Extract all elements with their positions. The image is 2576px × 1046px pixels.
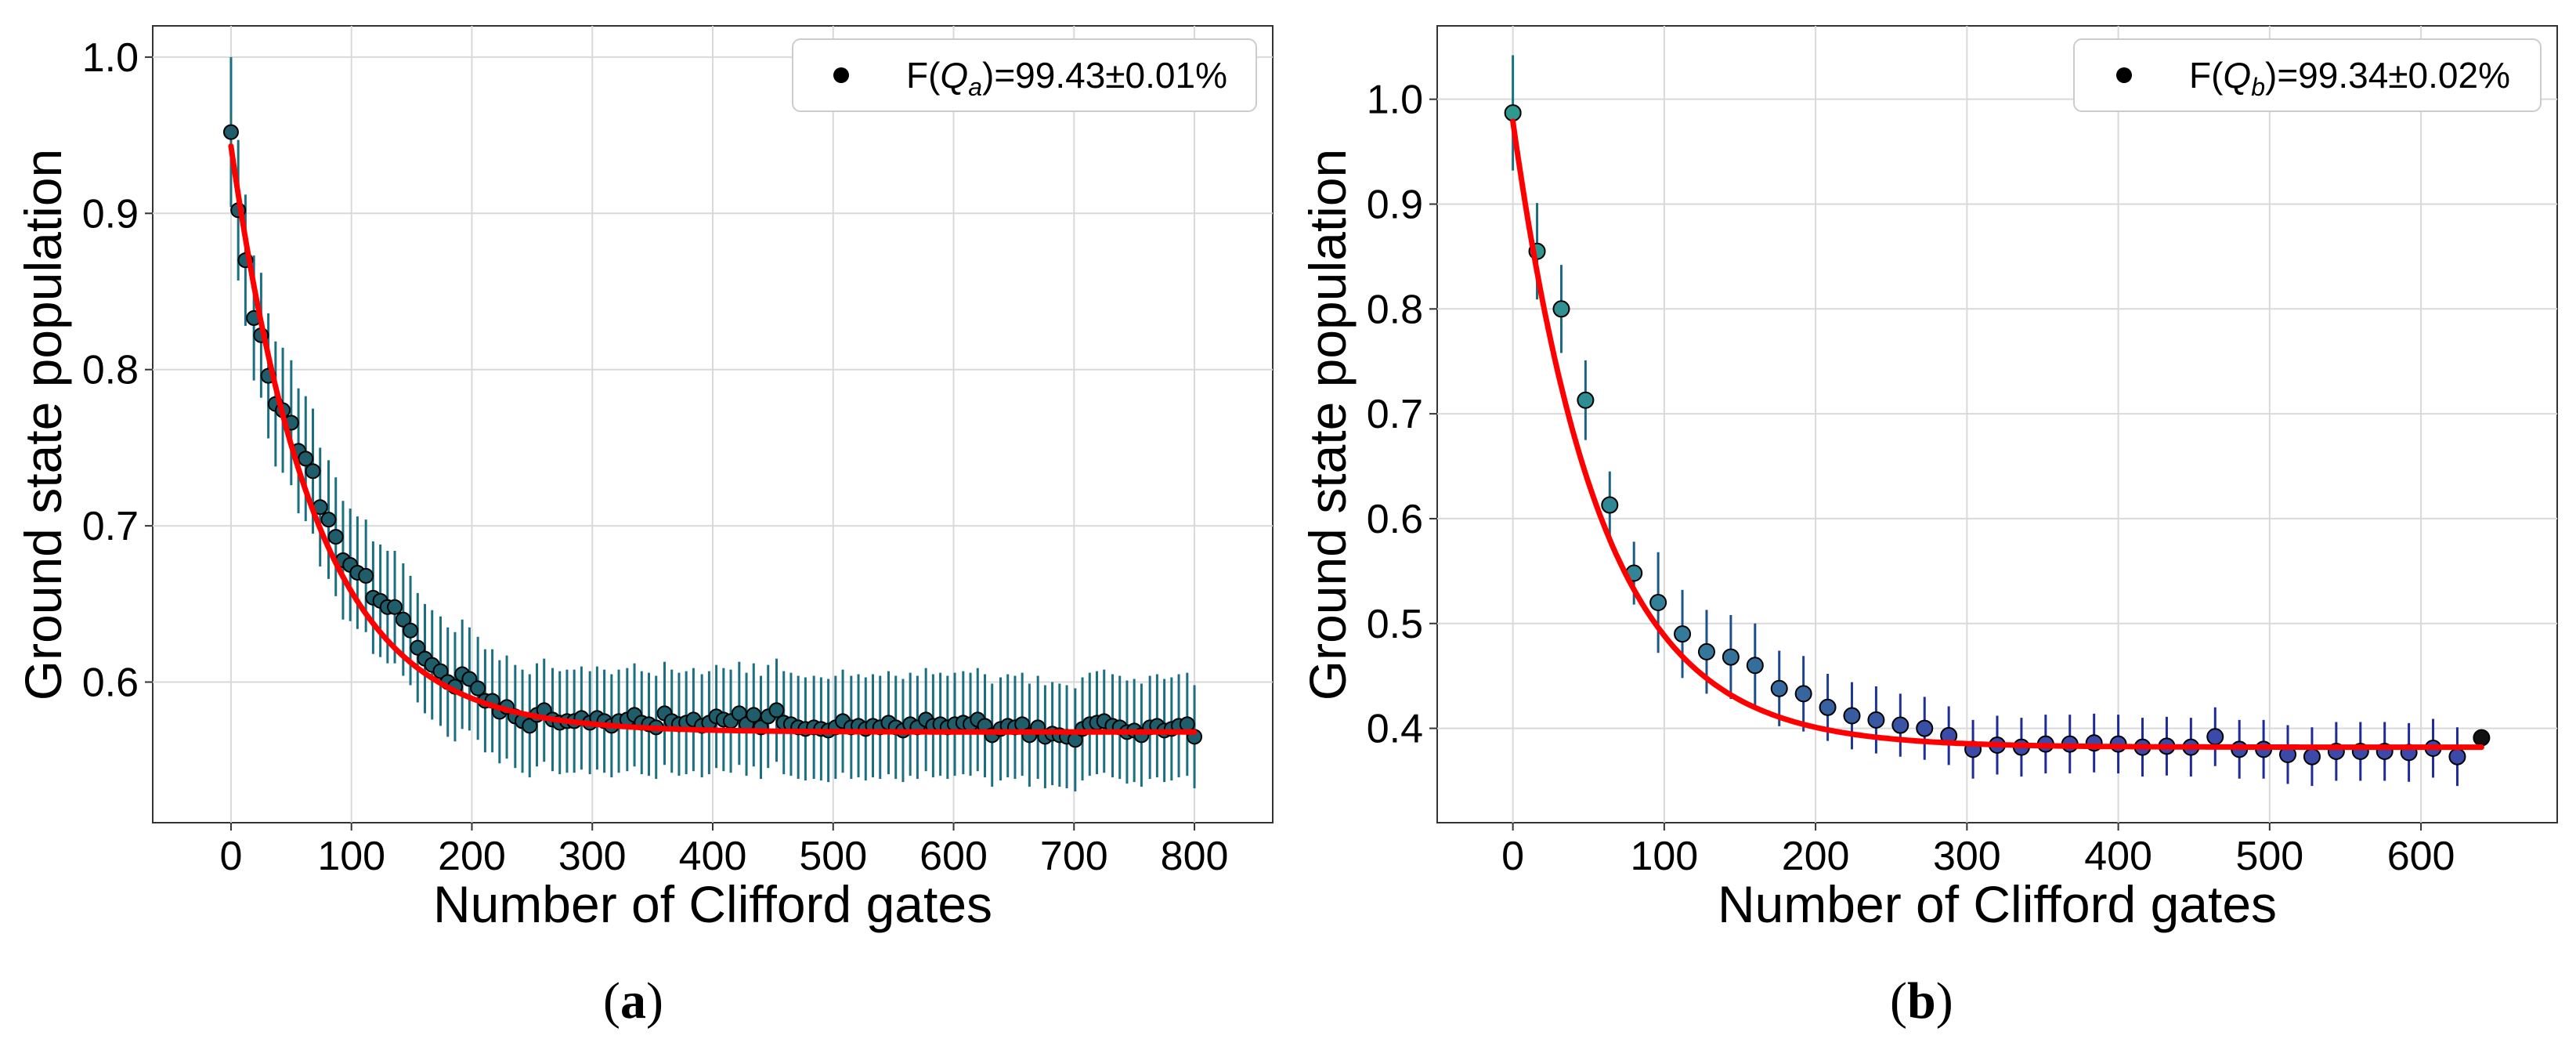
- x-tick-label: 0: [219, 834, 242, 879]
- data-point: [432, 663, 449, 679]
- data-point: [1746, 657, 1764, 675]
- data-point: [1843, 707, 1861, 725]
- data-point: [327, 529, 344, 545]
- legend-box-a: [792, 38, 1257, 112]
- legend-label-b: F(Qb)=99.34±0.02%: [2189, 55, 2510, 101]
- legend-label-a: F(Qa)=99.43±0.01%: [906, 55, 1227, 101]
- caption-a: (a): [603, 972, 663, 1030]
- x-tick-label: 500: [799, 834, 867, 879]
- y-tick-label: 0.6: [82, 661, 139, 706]
- data-point: [410, 639, 426, 656]
- data-point: [305, 463, 321, 480]
- y-ticks-a: 0.6 0.7 0.8 0.9 1.0: [82, 35, 153, 706]
- x-tick-label: 700: [1040, 834, 1108, 879]
- x-tick-label: 500: [2235, 834, 2303, 879]
- data-point: [395, 611, 411, 628]
- data-point: [1867, 711, 1885, 729]
- y-tick-label: 0.8: [82, 348, 139, 393]
- data-point: [403, 622, 419, 639]
- data-point: [470, 680, 486, 697]
- y-axis-label-b: Ground state population: [1299, 149, 1357, 701]
- y-tick-label: 0.4: [1367, 707, 1423, 752]
- data-point: [1601, 496, 1619, 514]
- data-point: [298, 451, 314, 467]
- caption-b-letter: b: [1906, 972, 1936, 1030]
- data-point: [1697, 642, 1715, 661]
- data-point: [1770, 679, 1788, 697]
- data-point: [2206, 728, 2224, 746]
- data-point: [1179, 716, 1195, 733]
- x-tick-label: 300: [1933, 834, 2001, 879]
- y-axis-label-a: Ground state population: [14, 149, 72, 701]
- legend-b: F(Qb)=99.34±0.02%: [2073, 38, 2542, 112]
- data-point: [1674, 625, 1692, 643]
- data-point: [1504, 104, 1522, 122]
- x-tick-label: 400: [679, 834, 747, 879]
- data-point: [1722, 648, 1740, 666]
- x-ticks-a: 0 100 200 300 400 500 600 700 800: [219, 823, 1228, 879]
- y-tick-label: 0.7: [82, 504, 139, 549]
- data-point: [746, 707, 762, 723]
- x-tick-label: 100: [317, 834, 385, 879]
- caption-a-letter: a: [620, 972, 646, 1030]
- y-tick-label: 1.0: [1367, 78, 1423, 123]
- x-tick-label: 600: [919, 834, 988, 879]
- x-tick-label: 0: [1501, 834, 1524, 879]
- y-tick-label: 1.0: [82, 35, 139, 81]
- x-ticks-b: 0 100 200 300 400 500 600: [1501, 823, 2455, 879]
- legend-marker-b: [2116, 67, 2132, 83]
- x-tick-label: 600: [2387, 834, 2455, 879]
- data-point: [1577, 391, 1595, 409]
- x-axis-label-a: Number of Clifford gates: [433, 875, 992, 933]
- data-point: [1916, 719, 1934, 737]
- y-tick-label: 0.9: [1367, 182, 1423, 227]
- fit-line: [1510, 118, 2484, 751]
- x-tick-label: 200: [1782, 834, 1850, 879]
- caption-b: (b): [1890, 972, 1953, 1030]
- y-tick-label: 0.6: [1367, 497, 1423, 542]
- data-point: [320, 512, 337, 528]
- y-tick-label: 0.7: [1367, 392, 1423, 437]
- x-tick-label: 100: [1630, 834, 1698, 879]
- fit-curve-a: [228, 143, 1198, 735]
- y-tick-label: 0.8: [1367, 287, 1423, 332]
- panel-a: 0 100 200 300 400 500 600 700 800 0.6 0.7 0.8 0.9 1.…: [14, 25, 1274, 933]
- legend-a: F(Qa)=99.43±0.01%: [792, 38, 1257, 112]
- data-point: [522, 718, 538, 734]
- plot-area-b: [1436, 25, 2558, 823]
- data-point: [2473, 729, 2491, 747]
- y-ticks-b: 0.4 0.5 0.6 0.7 0.8 0.9 1.0: [1367, 78, 1437, 752]
- data-point: [222, 124, 239, 140]
- data-point: [2448, 747, 2466, 765]
- x-tick-label: 800: [1161, 834, 1229, 879]
- fit-curve-b: [1510, 118, 2484, 751]
- data-point: [358, 567, 374, 584]
- legend-box-b: [2073, 38, 2542, 112]
- x-tick-label: 400: [2084, 834, 2152, 879]
- x-tick-label: 200: [438, 834, 506, 879]
- legend-marker-a: [833, 67, 849, 83]
- data-point: [1891, 716, 1909, 734]
- data-point: [2303, 747, 2321, 765]
- data-point: [1794, 685, 1812, 703]
- data-point: [768, 702, 785, 718]
- x-axis-label-b: Number of Clifford gates: [1718, 875, 2277, 933]
- panel-b: 0 100 200 300 400 500 600 0.4 0.5 0.6 0.7 0.8 0.9 1.…: [1299, 25, 2558, 933]
- fit-line: [228, 143, 1198, 735]
- x-tick-label: 300: [558, 834, 627, 879]
- data-point: [1649, 593, 1667, 611]
- y-tick-label: 0.9: [82, 191, 139, 237]
- data-point: [387, 599, 403, 615]
- data-point: [1552, 300, 1570, 318]
- y-tick-label: 0.5: [1367, 602, 1423, 647]
- data-point: [1819, 698, 1837, 716]
